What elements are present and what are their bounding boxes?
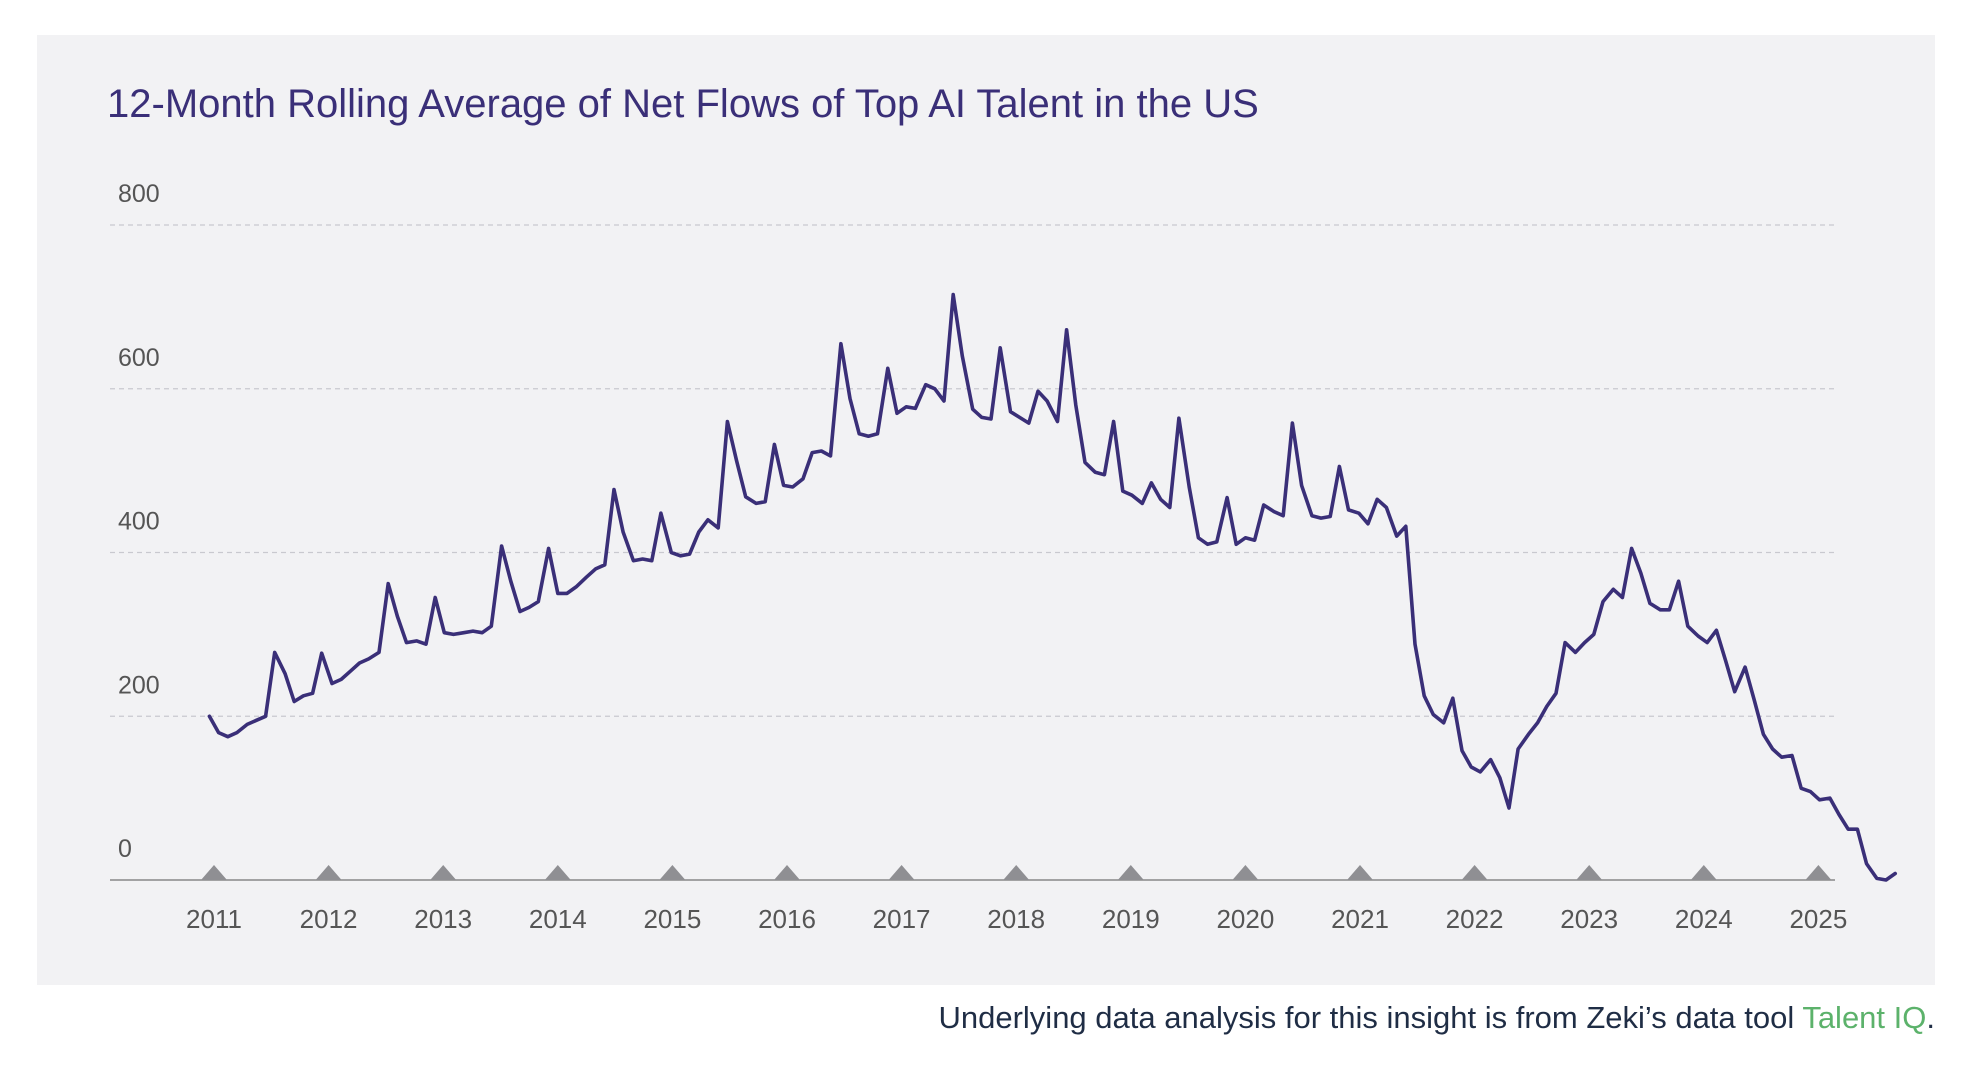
year-marker — [1690, 865, 1717, 880]
x-tick-label: 2016 — [758, 904, 816, 934]
x-tick-label: 2020 — [1216, 904, 1274, 934]
x-tick-label: 2025 — [1789, 904, 1847, 934]
footer-period: . — [1926, 1000, 1935, 1035]
x-tick-label: 2018 — [987, 904, 1045, 934]
x-tick-label: 2013 — [414, 904, 472, 934]
year-marker — [1576, 865, 1603, 880]
year-marker — [1003, 865, 1030, 880]
year-marker — [1117, 865, 1144, 880]
x-tick-label: 2014 — [529, 904, 587, 934]
year-marker — [774, 865, 800, 880]
y-tick-label: 200 — [118, 671, 160, 699]
x-tick-label: 2011 — [186, 904, 242, 934]
year-marker — [1461, 865, 1488, 880]
x-tick-label: 2021 — [1331, 904, 1389, 934]
year-marker — [659, 865, 686, 880]
x-tick-label: 2012 — [300, 904, 358, 934]
year-marker — [888, 865, 915, 880]
y-tick-label: 0 — [118, 835, 132, 863]
x-tick-label: 2024 — [1675, 904, 1733, 934]
y-tick-label: 600 — [118, 344, 160, 372]
footer-text: Underlying data analysis for this insigh… — [938, 1000, 1803, 1035]
y-tick-label: 800 — [118, 180, 160, 208]
year-marker — [315, 865, 342, 880]
x-tick-label: 2023 — [1560, 904, 1618, 934]
year-marker — [430, 865, 457, 880]
x-tick-label: 2015 — [643, 904, 701, 934]
y-tick-label: 400 — [118, 508, 160, 536]
year-marker — [1347, 865, 1373, 880]
year-marker — [201, 865, 227, 880]
footer-credit: Underlying data analysis for this insigh… — [938, 1000, 1935, 1036]
year-marker — [1805, 865, 1832, 880]
chart-title: 12-Month Rolling Average of Net Flows of… — [107, 82, 1259, 126]
x-tick-label: 2017 — [873, 904, 931, 934]
year-marker — [1232, 865, 1259, 880]
year-marker — [544, 865, 571, 880]
x-tick-label: 2022 — [1446, 904, 1504, 934]
chart-panel — [37, 35, 1935, 985]
talent-iq-link[interactable]: Talent IQ — [1802, 1000, 1927, 1035]
x-tick-label: 2019 — [1102, 904, 1160, 934]
series-line — [207, 292, 1897, 882]
